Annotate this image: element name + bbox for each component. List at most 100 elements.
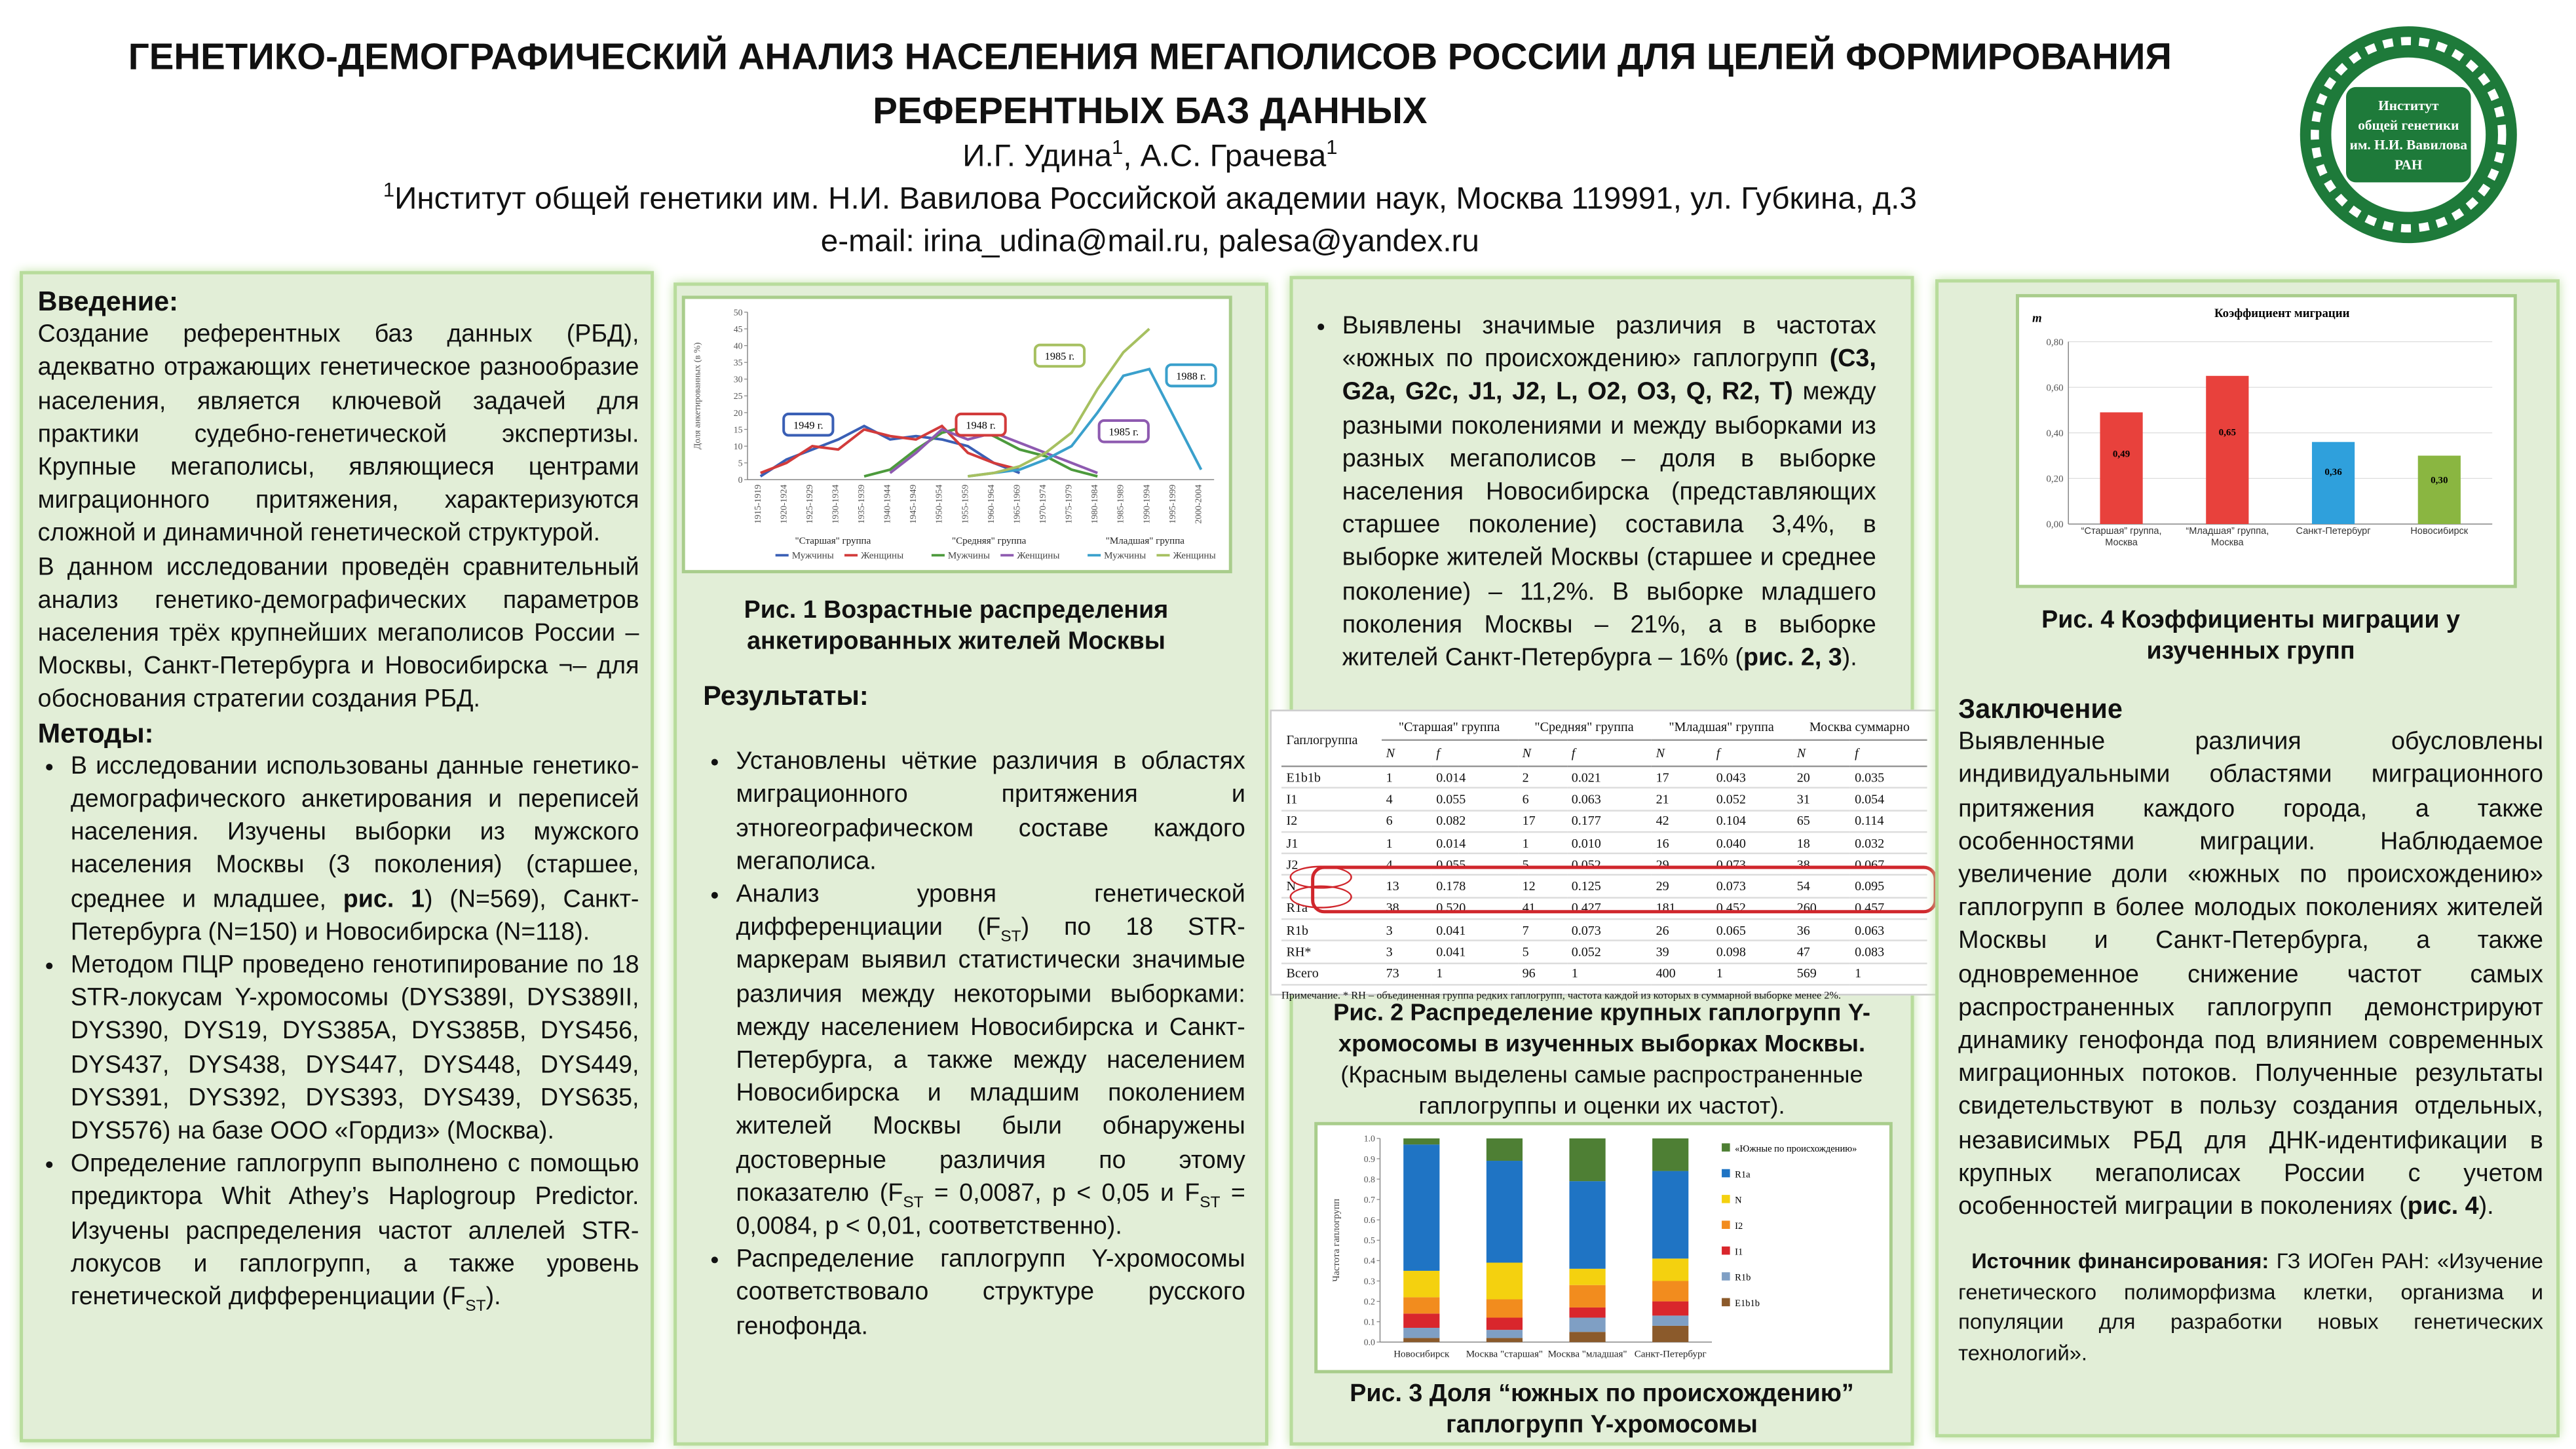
legend-label: N: [1735, 1195, 1742, 1206]
table-cell: Москва суммарно: [1792, 714, 1927, 741]
y-tick-label: 0.6: [1364, 1215, 1375, 1225]
bar-segment: [1652, 1138, 1689, 1171]
panel-results: 0 5 10 15 20 25 30 35 40 45 50 1915-1919 1920-1924 19…: [673, 282, 1268, 1446]
table-cell: f: [1431, 740, 1518, 768]
value-label: 0,65: [2219, 427, 2236, 438]
text-run: Выявленные различия обусловлены индивиду…: [1958, 728, 2543, 1221]
table-cell: 1: [1566, 962, 1652, 986]
legend-swatch: [1722, 1195, 1730, 1203]
table-cell: f: [1849, 740, 1927, 768]
highlight-ellipse: [1289, 885, 1352, 909]
email: e-mail: irina_udina@mail.ru, palesa@yand…: [820, 225, 1479, 260]
table-cell: 13: [1381, 875, 1431, 899]
list: Выявлены значимые различия в частотах «ю…: [1310, 310, 1876, 675]
table-cell: 0.104: [1711, 810, 1792, 833]
caption: Рис. 4 Коэффициенты миграции у изученных…: [2041, 606, 2460, 666]
table-cell: 0.041: [1431, 941, 1518, 964]
annotation: 1948 г.: [966, 419, 996, 432]
table-row: J1 1 0.014 1 0.010 16 0.040 18 0.032: [1281, 831, 1927, 855]
x-tick-label: 1940-1944: [882, 485, 892, 524]
text-run: ) (N=569), Санкт-Петербурга (N=150) и Но…: [70, 884, 639, 947]
bar: [2311, 442, 2355, 524]
text-run: Методом ПЦР проведено генотипирование по…: [70, 951, 639, 1146]
x-tick-label-box: “Младшая” группа, Москва: [2186, 527, 2269, 549]
legend-swatch: [1722, 1298, 1730, 1307]
logo-pattern: [2311, 37, 2507, 233]
table-cell: 1: [1381, 766, 1431, 789]
bar-segment: [1569, 1307, 1606, 1318]
table-cell: 0.083: [1849, 941, 1927, 964]
text-run: ) по 18 STR-маркерам выявил статистическ…: [736, 913, 1245, 1207]
table-cell: 0.082: [1431, 810, 1518, 833]
bar-segment: [1652, 1301, 1689, 1316]
legend-label: Женщины: [1017, 551, 1059, 561]
table-row: RH* 3 0.041 5 0.052 39 0.098 47 0.083: [1281, 941, 1927, 964]
value-label: 0,30: [2431, 475, 2448, 485]
table-cell: 0.055: [1431, 788, 1518, 811]
table-cell: 26: [1651, 919, 1712, 942]
text-run: Выявлены значимые различия в частотах «ю…: [1342, 312, 1876, 373]
table-cell: 0.125: [1566, 875, 1652, 899]
table-cell: 4: [1381, 788, 1431, 811]
y-tick-label: 0.0: [1364, 1338, 1375, 1347]
x-tick-label: 1925-1929: [805, 485, 814, 524]
list-item: Установлены чёткие различия в областях м…: [736, 746, 1245, 879]
table-cell: 0.073: [1711, 875, 1792, 899]
y-tick-label: 0.1: [1364, 1317, 1375, 1327]
table-cell: RH*: [1281, 941, 1382, 964]
intro-text: Введение: Создание референтных баз данны…: [38, 286, 639, 1315]
affiliation: 1Институт общей генетики им. Н.И. Вавило…: [115, 180, 2186, 218]
chart: 0.0 0.1 0.2 0.3 0.4 0.5 0.6 0.7 0.8 0.9 1.0 Частота…: [1331, 1134, 1857, 1360]
authors: И.Г. Удина1, А.С. Грачева1: [115, 137, 2186, 176]
table-cell: I2: [1281, 810, 1382, 833]
table-cell: 0.010: [1566, 831, 1652, 855]
table-cell: 38: [1792, 854, 1850, 876]
title: ГЕНЕТИКО-ДЕМОГРАФИЧЕСКИЙ АНАЛИЗ НАСЕЛЕНИ…: [128, 36, 2172, 132]
table-cell: 0.063: [1849, 919, 1927, 942]
legend-swatch: [1722, 1272, 1730, 1281]
table-row: R1b 3 0.041 7 0.073 26 0.065 36 0.063: [1281, 919, 1927, 942]
y-tick-label: 10: [734, 442, 743, 451]
text-run: В исследовании использованы данные генет…: [70, 752, 639, 913]
table-cell: 0.021: [1566, 766, 1652, 789]
text-run: рис. 4: [2407, 1192, 2479, 1221]
line: [968, 367, 1203, 478]
bar-segment: [1403, 1297, 1440, 1314]
y-tick-label: 30: [734, 375, 743, 385]
logo-text: Институт общей генетики им. Н.И. Вавилова Р…: [2350, 98, 2468, 172]
bar-segment: [1403, 1328, 1440, 1338]
list-item: Анализ уровня генетической дифференциаци…: [736, 879, 1245, 1244]
paragraph: Создание референтных баз данных (РБД), а…: [38, 319, 639, 552]
x-tick-label: 1950-1954: [934, 485, 944, 524]
table-row: N 13 0.178 12 0.125 29 0.073 54 0.095: [1281, 875, 1927, 899]
table-cell: J1: [1281, 831, 1382, 855]
y-tick-label: 0.9: [1364, 1154, 1375, 1164]
legend-swatch: [1722, 1246, 1730, 1255]
table-cell: N: [1651, 740, 1712, 768]
logo-line: общей генетики: [2358, 117, 2459, 133]
bar-segment: [1486, 1138, 1523, 1161]
y-tick-label: 0.5: [1364, 1235, 1375, 1245]
heading: Заключение: [1958, 694, 2123, 724]
bar-segment: [1652, 1258, 1689, 1281]
table-cell: 0.114: [1849, 810, 1927, 833]
funding: Источник финансирования: ГЗ ИОГен РАН: «…: [1958, 1247, 2543, 1369]
table-cell: 2: [1517, 766, 1567, 789]
table-cell: 1: [1381, 831, 1431, 855]
panel-findings: Выявлены значимые различия в частотах «ю…: [1289, 276, 1914, 1446]
heading: Методы:: [37, 719, 154, 749]
table-cell: 0.054: [1849, 788, 1927, 811]
annotation-box: [1165, 363, 1217, 388]
y-tick-label: 0,80: [2046, 337, 2063, 348]
table-cell: Гаплогруппа: [1281, 714, 1382, 768]
value-label: 0,49: [2113, 449, 2130, 460]
x-tick-label: Новосибирск: [1393, 1349, 1450, 1359]
text-run: (C3, G2a, G2c, J1, J2, L, O2, O3, Q, R2,…: [1342, 345, 1876, 407]
line: [760, 424, 1020, 474]
bar-segment: [1403, 1138, 1440, 1145]
table-cell: 29: [1651, 875, 1712, 899]
x-tick-label: Санкт-Петербург: [2296, 527, 2371, 538]
bar-segment: [1569, 1285, 1606, 1308]
x-tick-label-box: Новосибирск: [2410, 527, 2468, 537]
